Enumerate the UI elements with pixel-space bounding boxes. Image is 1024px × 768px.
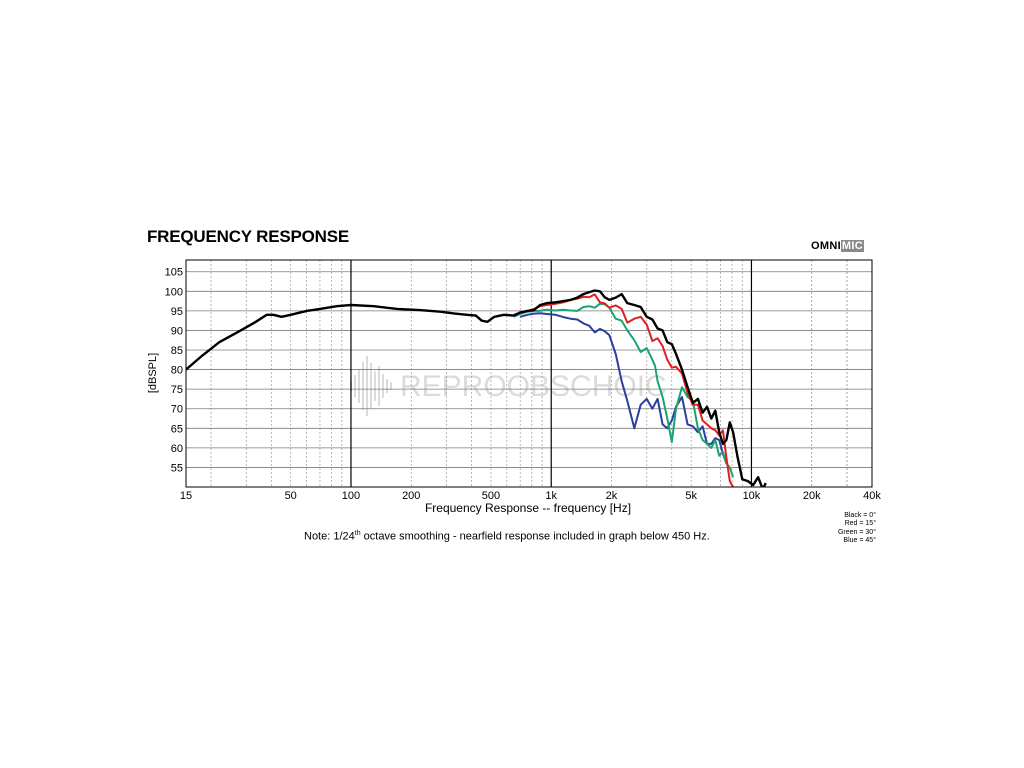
legend: Black = 0° Red = 15° Green = 30° Blue = …	[800, 512, 876, 545]
x-tick-label: 200	[402, 490, 420, 502]
x-tick-label: 1k	[545, 490, 557, 502]
note-superscript: th	[354, 530, 361, 537]
x-tick-label: 10k	[743, 490, 761, 502]
y-tick-label: 80	[171, 365, 183, 377]
watermark-wave-icon	[350, 356, 392, 416]
y-tick-label: 75	[171, 384, 183, 396]
y-tick-label: 55	[171, 462, 183, 474]
watermark-bar	[370, 363, 372, 409]
x-tick-label: 20k	[803, 490, 821, 502]
note-suffix: octave smoothing - nearfield response in…	[360, 530, 710, 543]
plot-frame	[185, 259, 873, 488]
x-tick-label: 5k	[685, 490, 697, 502]
y-tick-label: 90	[171, 325, 183, 337]
y-tick-label: 85	[171, 345, 183, 357]
watermark-bar	[366, 356, 368, 416]
y-tick-label: 105	[165, 267, 183, 279]
watermark-bar	[358, 369, 360, 403]
watermark-bar	[382, 374, 384, 398]
series-line-red	[513, 293, 734, 487]
y-tick-labels: 55 60 65 70 75 80 85 90 95 100 105	[165, 267, 183, 475]
chart-title: FREQUENCY RESPONSE	[147, 227, 350, 246]
x-tick-label: 2k	[606, 490, 618, 502]
legend-entry-blue: Blue = 45°	[843, 536, 876, 544]
x-tick-labels: 15 50 100 200 500 1k 2k 5k 10k 20k 40k	[180, 490, 881, 502]
y-axis-label: [dBSPL]	[147, 352, 159, 394]
x-tick-label: 50	[285, 490, 297, 502]
legend-entry-black: Black = 0°	[844, 512, 876, 519]
series-line-black	[186, 289, 767, 487]
watermark-bar	[378, 366, 380, 406]
watermark-bar	[354, 375, 356, 397]
series-line-blue	[519, 312, 728, 464]
legend-entry-green: Green = 30°	[837, 528, 876, 536]
smoothing-note: Note: 1/24th octave smoothing - nearfiel…	[304, 530, 710, 543]
legend-entry-red: Red = 15°	[844, 520, 876, 528]
y-tick-label: 95	[171, 306, 183, 318]
x-axis-label: Frequency Response -- frequency [Hz]	[424, 501, 632, 515]
logo-text-mic: MIC	[840, 240, 864, 252]
omnimic-logo: OMNIMIC	[811, 240, 864, 252]
watermark-bar	[362, 362, 364, 410]
x-tick-label: 15	[180, 490, 192, 502]
watermark-bar	[374, 371, 376, 401]
note-prefix: Note: 1/24	[304, 530, 355, 543]
series-line-green	[513, 302, 735, 478]
x-tick-label: 500	[482, 490, 500, 502]
x-tick-label: 40k	[863, 490, 881, 502]
x-tick-label: 100	[342, 490, 360, 502]
y-tick-label: 65	[171, 423, 183, 435]
logo-text-omni: OMNI	[811, 240, 841, 252]
y-tick-label: 60	[171, 443, 183, 455]
watermark-bar	[390, 382, 392, 390]
y-tick-label: 100	[165, 286, 183, 298]
y-tick-label: 70	[171, 404, 183, 416]
watermark-bar	[386, 379, 388, 393]
series-lines	[186, 289, 767, 487]
grid-major	[350, 260, 753, 487]
watermark: REPROOBSCHOIC	[350, 356, 667, 416]
grid-minor	[186, 260, 872, 487]
